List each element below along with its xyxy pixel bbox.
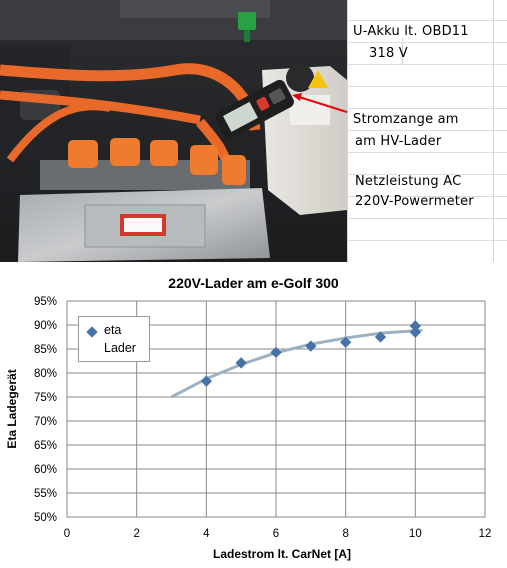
cell-border bbox=[347, 108, 507, 109]
cell-border bbox=[347, 240, 507, 241]
annotation-panel: U-Akku lt. OBD11 318 V Stromzange am am … bbox=[347, 0, 507, 262]
y-tick-label: 60% bbox=[34, 464, 57, 476]
efficiency-chart: 220V-Lader am e-Golf 300 50% 55% 60% 65% 70%… bbox=[0, 262, 507, 568]
x-tick-label: 0 bbox=[64, 528, 70, 540]
cell-border bbox=[347, 20, 507, 21]
data-point bbox=[270, 346, 282, 359]
note-ac-power: Netzleistung AC bbox=[355, 174, 462, 189]
y-tick-label: 95% bbox=[34, 296, 57, 308]
y-tick-label: 70% bbox=[34, 416, 57, 428]
cell-border bbox=[347, 0, 348, 262]
x-tick-label: 8 bbox=[342, 528, 348, 540]
legend-marker-icon bbox=[86, 326, 98, 338]
cell-border bbox=[347, 42, 507, 43]
y-tick-label: 90% bbox=[34, 320, 57, 332]
y-tick-label: 50% bbox=[34, 512, 57, 524]
legend-label-line1: eta bbox=[104, 323, 122, 337]
data-point bbox=[235, 357, 247, 369]
x-tick-label: 2 bbox=[133, 528, 139, 540]
cell-border bbox=[347, 130, 507, 131]
cell-border bbox=[347, 196, 507, 197]
y-tick-label: 75% bbox=[34, 392, 57, 404]
y-tick-label: 85% bbox=[34, 344, 57, 356]
y-tick-label: 80% bbox=[34, 368, 57, 380]
cell-border bbox=[347, 152, 507, 153]
engine-bay-photo bbox=[0, 0, 347, 262]
trendline bbox=[170, 328, 423, 399]
data-point bbox=[409, 326, 421, 338]
x-axis-label: Ladestrom lt. CarNet [A] bbox=[213, 547, 351, 561]
cell-border bbox=[493, 0, 494, 262]
note-battery-label: U-Akku lt. OBD11 bbox=[353, 24, 469, 39]
note-powermeter: 220V-Powermeter bbox=[355, 194, 474, 209]
chart-legend: eta Lader bbox=[78, 316, 150, 362]
chart-title: 220V-Lader am e-Golf 300 bbox=[168, 275, 339, 291]
note-clamp-label: Stromzange am bbox=[353, 112, 459, 127]
x-tick-label: 6 bbox=[273, 528, 279, 540]
cell-border bbox=[347, 174, 507, 175]
legend-label-line2: Lader bbox=[104, 341, 136, 355]
x-tick-label: 12 bbox=[479, 528, 492, 540]
plot-frame bbox=[66, 300, 486, 518]
y-tick-label: 55% bbox=[34, 488, 57, 500]
y-axis-label: Eta Ladegerät bbox=[5, 369, 19, 448]
x-tick-label: 4 bbox=[203, 528, 210, 540]
chart-canvas: 50% 55% 60% 65% 70% 75% 80% 85% 90% 95% 0 2 4 6 8 10 12 L… bbox=[5, 296, 492, 561]
note-clamp-location: am HV-Lader bbox=[355, 134, 442, 149]
cell-border bbox=[347, 86, 507, 87]
note-battery-voltage: 318 V bbox=[369, 46, 408, 61]
cell-border bbox=[347, 64, 507, 65]
cell-border bbox=[402, 38, 403, 64]
cell-border bbox=[347, 218, 507, 219]
y-tick-label: 65% bbox=[34, 440, 57, 452]
x-tick-label: 10 bbox=[409, 528, 422, 540]
